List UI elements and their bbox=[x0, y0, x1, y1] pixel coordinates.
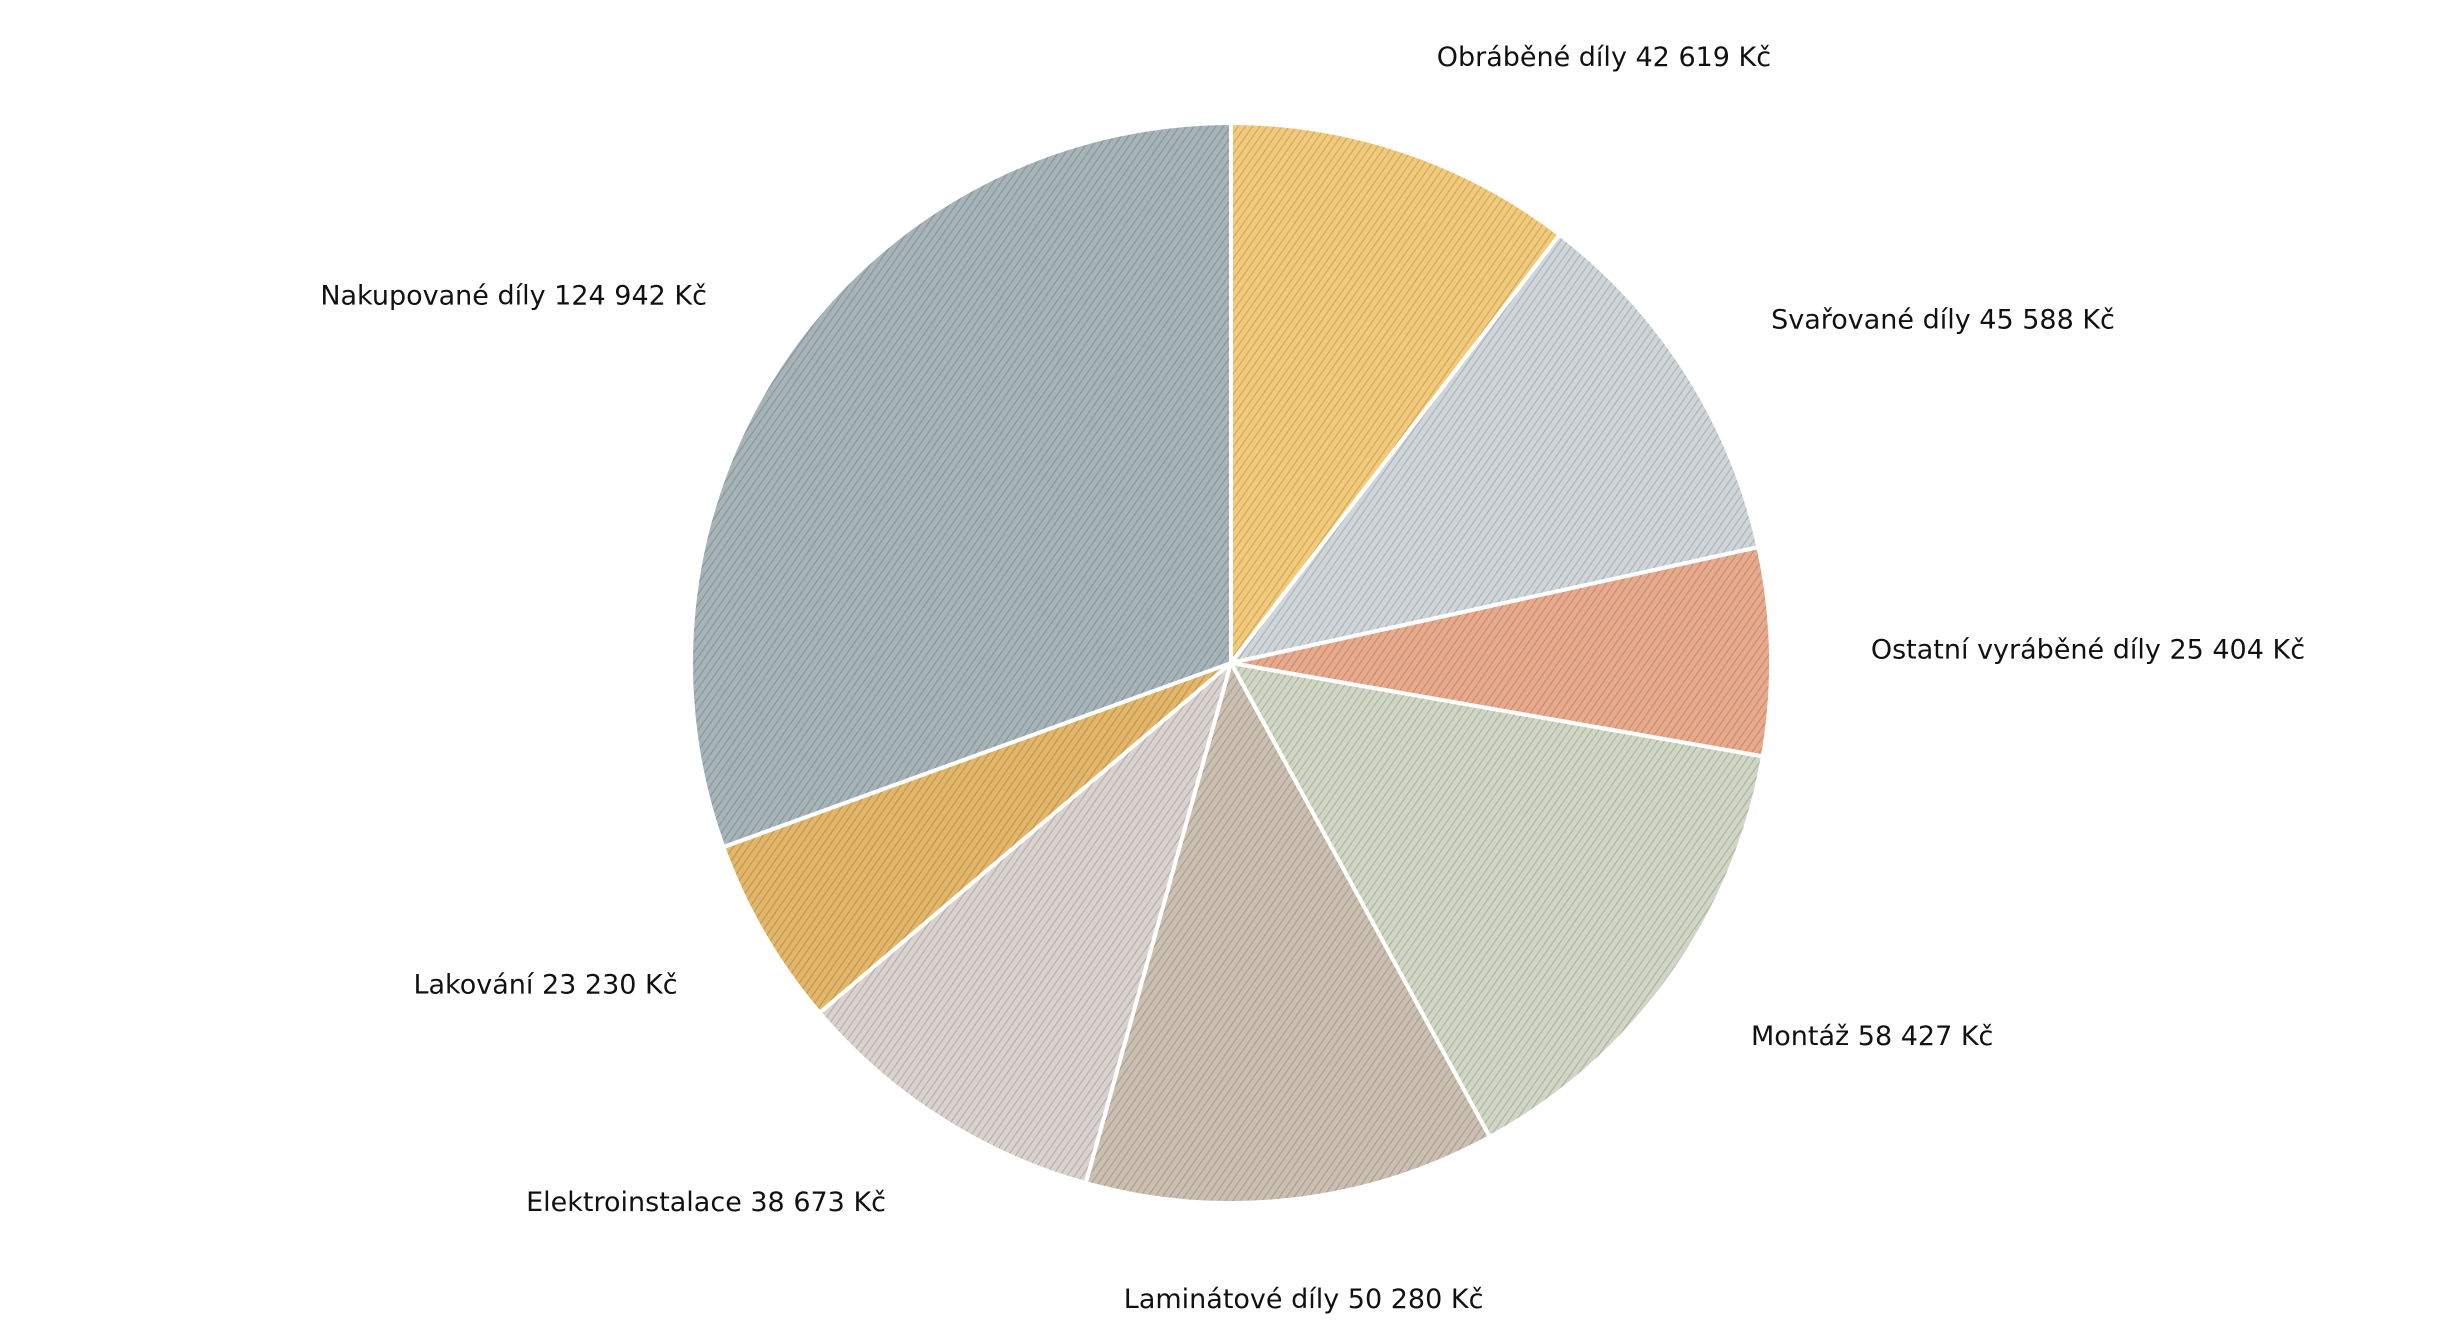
slice-montaz bbox=[1227, 660, 1766, 1140]
slices-layer bbox=[689, 120, 1773, 1205]
slice-laminatove-dily bbox=[1083, 657, 1493, 1205]
slice-svarovane-dily bbox=[1226, 231, 1761, 667]
slice-label-nakupovane-dily: Nakupované díly 124 942 Kč bbox=[320, 281, 707, 312]
labels-layer: Obráběné díly 42 619 Kč Svařované díly 45… bbox=[320, 42, 2305, 1315]
slice-label-ostatni-vyrabene-dily: Ostatní vyráběné díly 25 404 Kč bbox=[1871, 634, 2305, 665]
slice-elektroinstalace bbox=[816, 657, 1235, 1186]
slice-label-montaz: Montáž 58 427 Kč bbox=[1751, 1021, 1993, 1052]
slice-label-svarovane-dily: Svařované díly 45 588 Kč bbox=[1771, 305, 2115, 336]
slice-obrabene-dily bbox=[1229, 120, 1563, 669]
slice-label-obrabene-dily: Obráběné díly 42 619 Kč bbox=[1437, 42, 1771, 73]
slice-nakupovane-dily bbox=[689, 120, 1233, 850]
slice-label-laminatove-dily: Laminátové díly 50 280 Kč bbox=[1124, 1284, 1484, 1315]
slice-ostatni-vyrabene-dily bbox=[1230, 544, 1773, 759]
slice-label-lakovani: Lakování 23 230 Kč bbox=[413, 969, 677, 1000]
slice-label-elektroinstalace: Elektroinstalace 38 673 Kč bbox=[526, 1187, 886, 1218]
slice-lakovani bbox=[720, 661, 1233, 1016]
